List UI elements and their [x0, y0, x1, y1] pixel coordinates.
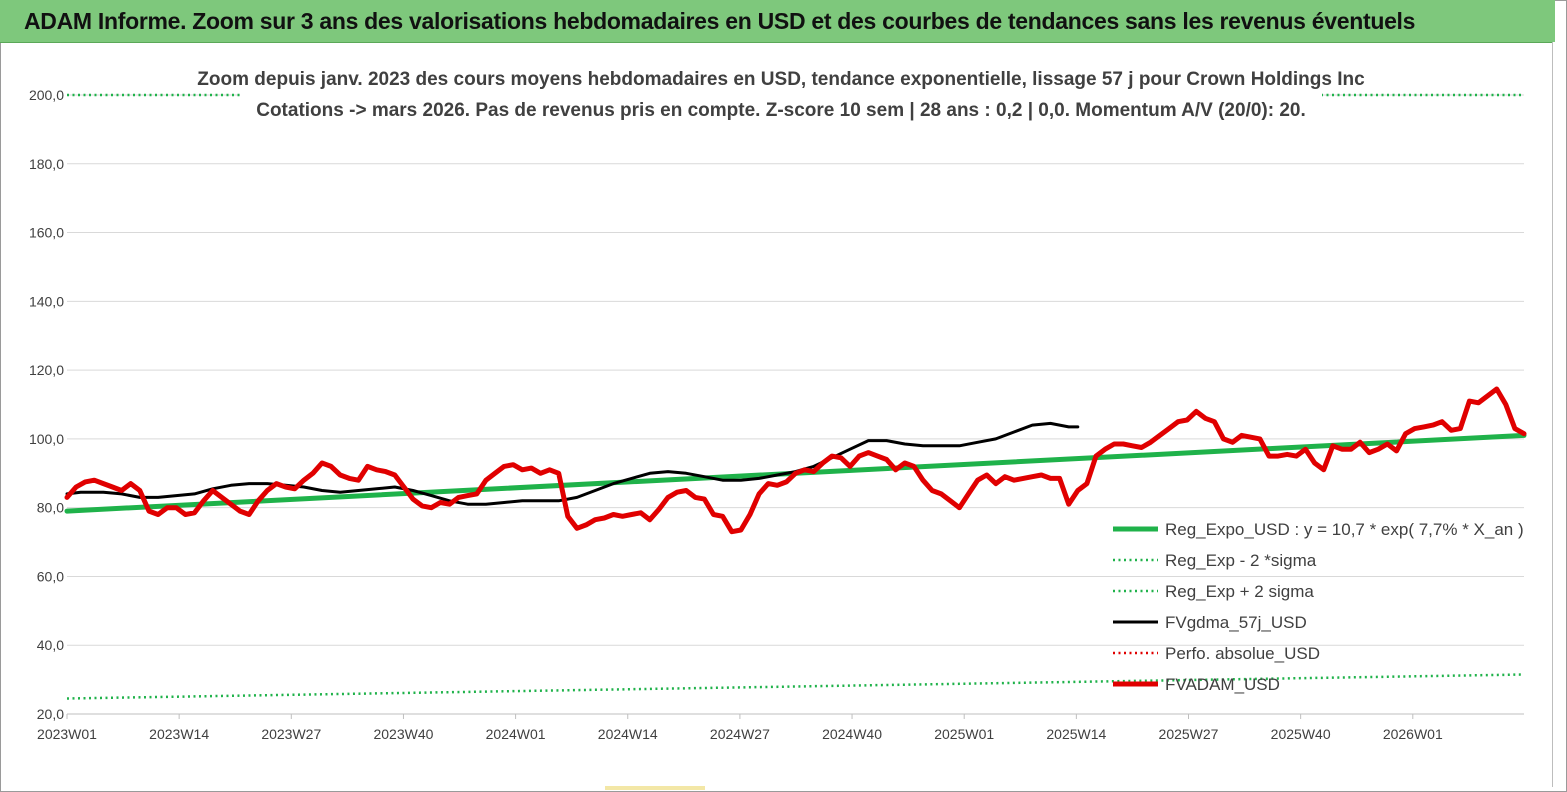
line-chart: 20,0 40,0 60,0 80,0 100,0 120,0 140,0 160,0 180,… [29, 62, 1527, 742]
y-tick-label: 160,0 [29, 225, 64, 241]
x-tick-label: 2024W40 [822, 726, 882, 742]
legend-label: Reg_Exp + 2 sigma [1165, 582, 1314, 601]
banner-title: ADAM Informe. Zoom sur 3 ans des valoris… [24, 8, 1416, 34]
x-tick-label: 2025W40 [1271, 726, 1331, 742]
x-tick-label: 2023W01 [37, 726, 97, 742]
y-tick-label: 140,0 [29, 293, 64, 309]
x-tick-label: 2025W01 [934, 726, 994, 742]
x-axis: 2023W01 2023W14 2023W27 2023W40 2024W01 2024W… [37, 713, 1524, 742]
x-tick-label: 2024W14 [598, 726, 658, 742]
y-tick-label: 180,0 [29, 156, 64, 172]
x-tick-label: 2023W40 [373, 726, 433, 742]
y-tick-label: 80,0 [37, 500, 64, 516]
legend-label: Reg_Exp - 2 *sigma [1165, 551, 1317, 570]
sheet-tab-marker[interactable] [605, 786, 705, 790]
title-banner: ADAM Informe. Zoom sur 3 ans des valoris… [0, 0, 1555, 43]
legend-label: Perfo. absolue_USD [1165, 644, 1320, 663]
series-line [65, 421, 1080, 506]
title-background [240, 62, 1322, 120]
chart-title: Zoom depuis janv. 2023 des cours moyens … [197, 69, 1365, 90]
x-tick-label: 2023W14 [149, 726, 209, 742]
chart-subtitle: Cotations -> mars 2026. Pas de revenus p… [256, 100, 1306, 121]
scrollbar-strip[interactable] [1552, 42, 1565, 787]
y-tick-label: 40,0 [37, 637, 64, 653]
series-line [66, 673, 1525, 700]
x-tick-label: 2025W14 [1046, 726, 1106, 742]
series-line [64, 386, 1527, 535]
legend-label: Reg_Expo_USD : y = 10,7 * exp( 7,7% * X_… [1165, 520, 1524, 539]
y-axis: 20,0 40,0 60,0 80,0 100,0 120,0 140,0 160,0 180,… [29, 87, 64, 722]
y-tick-label: 120,0 [29, 362, 64, 378]
y-tick-label: 60,0 [37, 568, 64, 584]
x-tick-label: 2026W01 [1383, 726, 1443, 742]
x-tick-label: 2023W27 [261, 726, 321, 742]
x-tick-label: 2024W01 [486, 726, 546, 742]
legend: Reg_Expo_USD : y = 10,7 * exp( 7,7% * X_… [1113, 520, 1524, 694]
series-lines [64, 93, 1527, 700]
x-tick-label: 2025W27 [1159, 726, 1219, 742]
legend-label: FVADAM_USD [1165, 675, 1280, 694]
y-tick-label: 100,0 [29, 431, 64, 447]
y-tick-label: 200,0 [29, 87, 64, 103]
legend-label: FVgdma_57j_USD [1165, 613, 1307, 632]
x-tick-label: 2024W27 [710, 726, 770, 742]
y-tick-label: 20,0 [37, 706, 64, 722]
